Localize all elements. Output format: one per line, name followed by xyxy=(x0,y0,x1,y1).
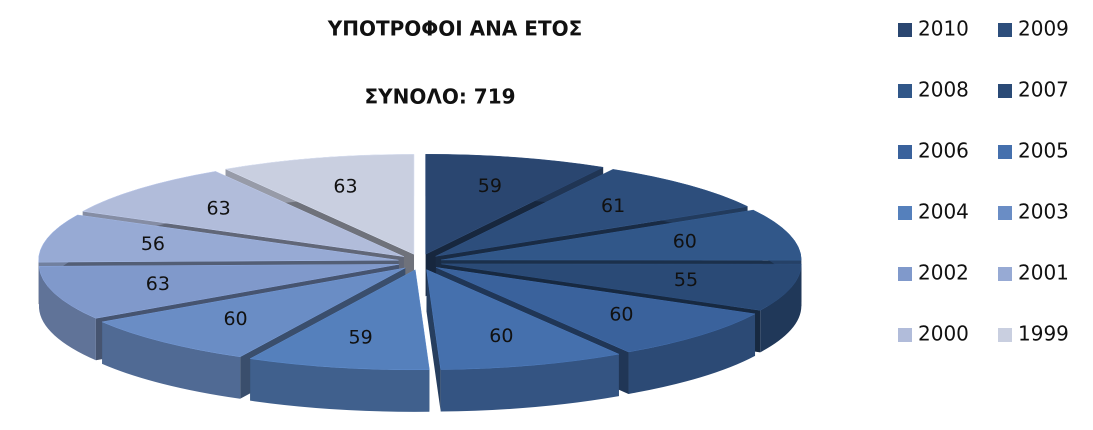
slice-top xyxy=(436,267,756,353)
data-label: 60 xyxy=(673,230,697,252)
slice-rim xyxy=(760,264,802,353)
legend-label: 2004 xyxy=(918,200,969,224)
data-label: 63 xyxy=(333,175,357,197)
data-label: 59 xyxy=(349,327,373,349)
chart-title: ΥΠΟΤΡΟΦΟΙ ΑΝΑ ΕΤΟΣ xyxy=(327,17,583,41)
legend-label: 2007 xyxy=(1018,78,1069,102)
legend-swatch xyxy=(998,328,1012,342)
legend-swatch xyxy=(898,267,912,281)
legend-swatch xyxy=(998,23,1012,37)
slice: 60 xyxy=(426,269,620,412)
data-label: 60 xyxy=(489,325,513,347)
slice-rim xyxy=(39,266,96,361)
legend-label: 1999 xyxy=(1018,322,1069,346)
legend-label: 2002 xyxy=(918,261,969,285)
data-label: 59 xyxy=(478,175,502,197)
slice-top xyxy=(38,264,399,319)
slice-top xyxy=(441,209,802,261)
data-label: 55 xyxy=(674,269,698,291)
legend-swatch xyxy=(898,145,912,159)
slice-top xyxy=(82,171,404,257)
legend-swatch xyxy=(998,84,1012,98)
data-label: 63 xyxy=(146,273,170,295)
slice: 59 xyxy=(249,269,430,412)
legend-label: 2006 xyxy=(918,139,969,163)
legend-label: 2003 xyxy=(1018,200,1069,224)
legend-swatch xyxy=(998,145,1012,159)
slice-top xyxy=(441,263,802,311)
slice-top xyxy=(101,267,406,358)
slice-top xyxy=(249,269,430,371)
slice-top xyxy=(425,154,604,255)
data-label: 56 xyxy=(141,233,165,255)
legend-label: 2008 xyxy=(918,78,969,102)
data-label: 63 xyxy=(206,198,230,220)
data-label: 61 xyxy=(601,195,625,217)
legend-label: 2009 xyxy=(1018,17,1069,41)
slice-rim xyxy=(628,313,756,394)
legend-swatch xyxy=(898,23,912,37)
legend-label: 2005 xyxy=(1018,139,1069,163)
legend-swatch xyxy=(898,206,912,220)
data-label: 60 xyxy=(223,308,247,330)
slice-top xyxy=(224,154,415,255)
slice-rim xyxy=(250,358,430,412)
data-label: 60 xyxy=(609,303,633,325)
slice-top xyxy=(426,269,620,370)
slice-side xyxy=(426,269,441,412)
legend-label: 2010 xyxy=(918,17,969,41)
legend-swatch xyxy=(998,206,1012,220)
legend-swatch xyxy=(898,84,912,98)
slice-top xyxy=(38,214,399,263)
legend-label: 2001 xyxy=(1018,261,1069,285)
legend-swatch xyxy=(898,328,912,342)
legend-swatch xyxy=(998,267,1012,281)
legend-label: 2000 xyxy=(918,322,969,346)
slice-top xyxy=(435,169,749,257)
pie: 59 63 61 63 60 56 55 63 60 60 60 59 xyxy=(38,154,802,412)
slice-rim xyxy=(102,321,241,399)
legend: 2010 2009 2008 2007 2006 2005 2004 2003 2002 2001… xyxy=(898,17,1069,346)
chart-subtitle: ΣΥΝΟΛΟ: 719 xyxy=(364,85,515,109)
